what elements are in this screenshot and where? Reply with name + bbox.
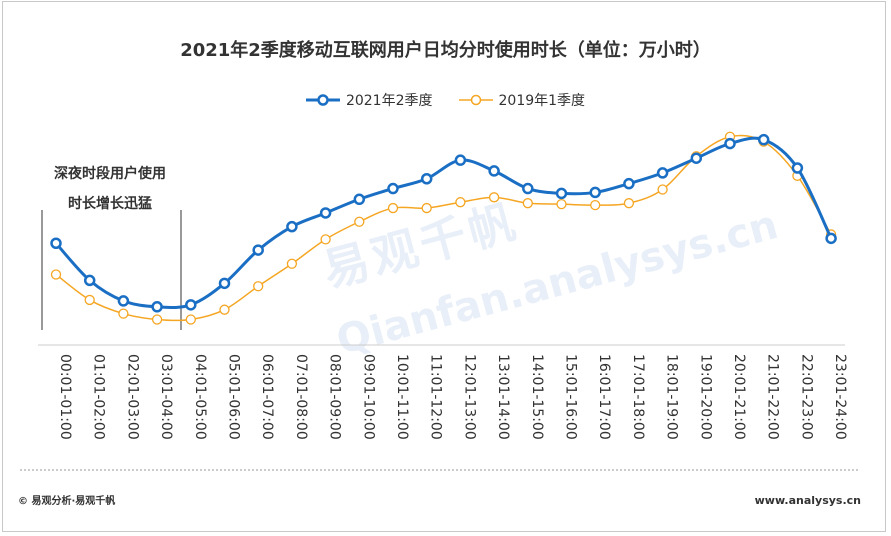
x-tick-label: 04:01-05:00 — [192, 354, 208, 440]
point-2021q2 — [488, 165, 500, 177]
x-tick-label: 16:01-17:00 — [596, 354, 612, 440]
legend-label-2019q1: 2019年1季度 — [498, 93, 586, 109]
point-2019q1 — [522, 198, 533, 209]
point-2021q2 — [724, 137, 736, 150]
x-tick-label: 08:01-09:00 — [327, 354, 343, 440]
point-2019q1 — [421, 202, 432, 214]
x-tick-label: 10:01-11:00 — [394, 354, 410, 440]
legend-item-2021q2[interactable]: 2021年2季度 — [305, 90, 433, 110]
x-tick-label: 09:01-10:00 — [360, 354, 376, 440]
point-2021q2 — [218, 277, 231, 290]
point-2021q2 — [656, 167, 669, 179]
point-2019q1 — [185, 314, 196, 325]
point-2021q2 — [522, 182, 534, 195]
point-2019q1 — [118, 308, 129, 319]
point-2021q2 — [791, 162, 804, 174]
point-2021q2 — [623, 177, 635, 190]
x-tick-label: 01:01-02:00 — [91, 354, 107, 440]
footer-copyright: © 易观分析·易观千帆 — [18, 496, 116, 507]
legend-label-2021q2: 2021年2季度 — [345, 93, 433, 109]
chart-title: 2021年2季度移动互联网用户日均分时使用时长（单位：万小时） — [180, 40, 711, 61]
point-2019q1 — [84, 294, 95, 306]
point-2019q1 — [253, 281, 264, 292]
x-tick-label: 15:01-16:00 — [563, 354, 579, 440]
point-2021q2 — [555, 187, 568, 200]
x-tick-label: 21:01-22:00 — [765, 354, 781, 440]
x-tick-label: 07:01-08:00 — [293, 354, 309, 440]
point-2021q2 — [252, 244, 264, 256]
point-2019q1 — [219, 304, 230, 315]
x-tick-label: 11:01-12:00 — [428, 354, 444, 440]
point-2019q1 — [455, 197, 466, 208]
chart-legend: 2021年2季度 2019年1季度 — [0, 90, 891, 110]
legend-marker-2019q1 — [458, 94, 493, 106]
x-tick-label: 19:01-20:00 — [697, 354, 713, 440]
point-2021q2 — [454, 154, 467, 166]
legend-marker-2021q2 — [305, 94, 340, 106]
point-2019q1 — [488, 192, 500, 203]
point-2019q1 — [590, 199, 601, 211]
point-2021q2 — [387, 182, 399, 195]
x-tick-label: 22:01-23:00 — [798, 354, 814, 440]
point-2021q2 — [420, 173, 433, 185]
point-2021q2 — [151, 301, 163, 313]
point-2019q1 — [387, 202, 399, 214]
x-tick-label: 12:01-13:00 — [461, 354, 477, 440]
x-tick-label: 00:01-01:00 — [57, 354, 73, 440]
x-tick-label: 23:01-24:00 — [832, 354, 848, 440]
point-2021q2 — [589, 186, 601, 199]
x-tick-label: 14:01-15:00 — [529, 354, 545, 440]
point-2021q2 — [690, 152, 703, 164]
point-2021q2 — [353, 193, 366, 206]
point-2019q1 — [354, 216, 365, 227]
point-2019q1 — [623, 198, 635, 209]
point-2021q2 — [757, 133, 770, 146]
series-line-2019q1 — [55, 134, 832, 322]
point-2021q2 — [117, 295, 130, 307]
annotation-line-2: 时长增长迅猛 — [68, 196, 152, 212]
x-tick-label: 18:01-19:00 — [664, 354, 680, 440]
point-2021q2 — [50, 237, 62, 249]
x-tick-label: 20:01-21:00 — [731, 354, 747, 440]
point-2021q2 — [286, 220, 298, 233]
legend-item-2019q1[interactable]: 2019年1季度 — [458, 90, 586, 110]
x-tick-label: 17:01-18:00 — [630, 354, 646, 440]
x-tick-label: 05:01-06:00 — [226, 354, 242, 440]
point-2021q2 — [185, 299, 197, 311]
point-2019q1 — [286, 258, 298, 269]
series-line-2021q2 — [54, 136, 833, 310]
x-tick-label: 02:01-03:00 — [124, 354, 140, 440]
footer-url: www.analysys.cn — [754, 494, 861, 507]
point-2021q2 — [83, 274, 96, 287]
point-2019q1 — [320, 234, 331, 245]
point-2021q2 — [319, 207, 332, 219]
point-2021q2 — [825, 232, 837, 245]
point-2019q1 — [50, 269, 62, 280]
x-tick-label: 06:01-07:00 — [259, 354, 275, 440]
point-2019q1 — [556, 199, 567, 210]
point-2019q1 — [657, 184, 668, 195]
point-2019q1 — [151, 314, 163, 325]
x-tick-label: 13:01-14:00 — [495, 354, 511, 440]
annotation-line-1: 深夜时段用户使用 — [54, 166, 166, 182]
x-tick-label: 03:01-04:00 — [158, 354, 174, 440]
